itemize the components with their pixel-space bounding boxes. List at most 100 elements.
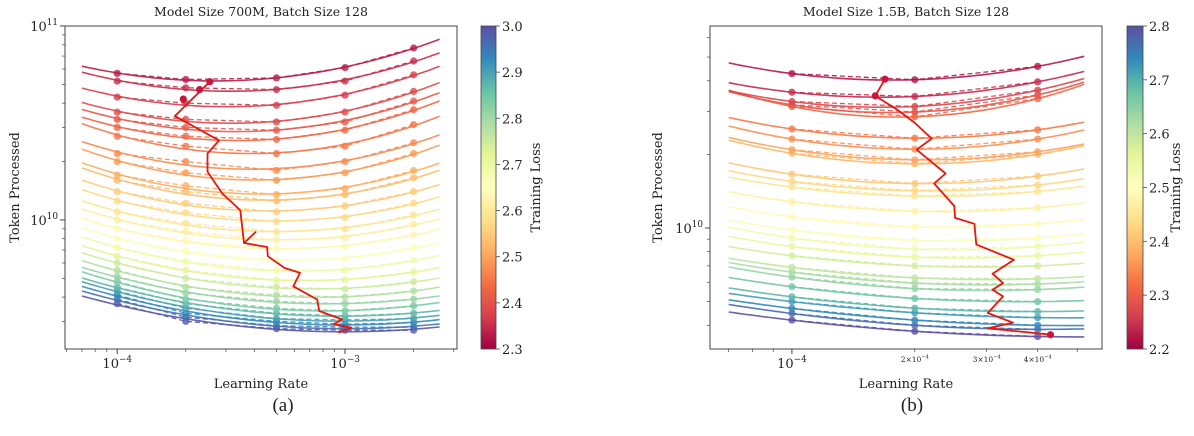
data-point [410,287,418,295]
data-point [272,149,281,158]
data-point [182,274,190,282]
loss-curve [728,257,1085,283]
data-point [410,87,418,96]
data-point [341,234,349,242]
data-point [272,297,281,306]
data-point [272,218,281,226]
colorbar-label: Training Loss [1169,143,1184,233]
colorbar-tick-label: 2.3 [1149,289,1170,304]
tick-exponent: 11 [47,18,58,28]
data-point [341,255,349,263]
loss-curve [728,266,1085,294]
data-point [182,182,190,190]
loss-curve [728,205,1085,231]
measured-line [117,47,414,81]
data-point [182,157,190,166]
y-tick-label: 1011 [30,18,58,35]
tick-base: 10 [675,222,692,237]
loss-curve [728,287,1085,316]
loss-curve [728,261,1085,288]
data-point [113,132,121,140]
loss-curve [728,81,1085,116]
data-point [272,291,281,299]
colorbar-tick-label: 2.6 [1149,128,1170,143]
data-point [911,102,919,111]
loss-curve [81,144,440,184]
colorbar-tick-label: 2.3 [502,343,523,358]
data-point [911,76,919,84]
data-point [1034,172,1042,180]
data-point [788,304,796,313]
data-point [182,142,190,150]
loss-curve [81,280,440,324]
data-point [1034,285,1042,294]
loss-curve [81,236,440,274]
data-point [113,259,121,267]
colorbar-tick-label: 2.6 [502,205,523,220]
fit-line [81,38,440,82]
loss-curve [728,55,1085,84]
data-point [341,285,349,293]
tick-mantissa: 4× [1024,355,1035,364]
loss-curve [728,77,1085,111]
data-point [788,263,796,272]
data-point [911,187,919,195]
data-point [788,125,796,133]
fit-line [81,100,440,142]
optimal-marker [179,95,187,103]
measured-line [117,74,414,106]
data-point [1034,321,1042,329]
data-point [788,183,796,191]
data-point [182,123,190,132]
data-point [410,295,418,303]
loss-curve [728,162,1085,188]
data-point [788,198,796,206]
data-point [182,309,190,317]
data-point [113,77,121,85]
data-point [410,121,418,129]
subfigure-caption: (b) [901,395,923,416]
data-point [410,44,418,52]
data-point [410,302,418,310]
data-point [182,266,190,274]
data-point [182,289,190,297]
data-point [911,274,919,282]
data-point [113,216,121,224]
data-point [410,278,418,286]
data-point [410,97,418,105]
y-axis-label: Token Processed [8,132,23,243]
data-point [341,126,349,134]
data-point [911,192,919,200]
colorbar-gradient [480,25,497,350]
data-point [272,283,281,291]
data-point [341,213,349,222]
data-point [1034,126,1042,134]
data-point [788,226,796,234]
x-tick-label: 4×10−4 [1024,355,1052,364]
tick-exponent: −4 [119,355,132,365]
data-point [911,304,919,312]
tick-exponent: 10 [47,212,59,222]
loss-curve [728,136,1085,164]
data-point [182,84,190,92]
loss-curve [81,244,440,284]
data-point [911,179,919,188]
loss-curve [728,139,1085,168]
data-point [272,101,281,109]
data-point [410,71,418,79]
data-point [182,228,190,236]
fit-line [81,162,440,195]
data-point [1034,280,1042,288]
data-point [182,169,190,177]
data-point [410,220,418,228]
data-point [911,108,919,116]
fit-line [81,208,440,241]
data-point [113,225,121,233]
loss-curve [81,179,440,216]
measured-line [117,60,414,91]
loss-curve [81,52,440,94]
fit-line [81,115,440,155]
data-point [410,106,418,114]
